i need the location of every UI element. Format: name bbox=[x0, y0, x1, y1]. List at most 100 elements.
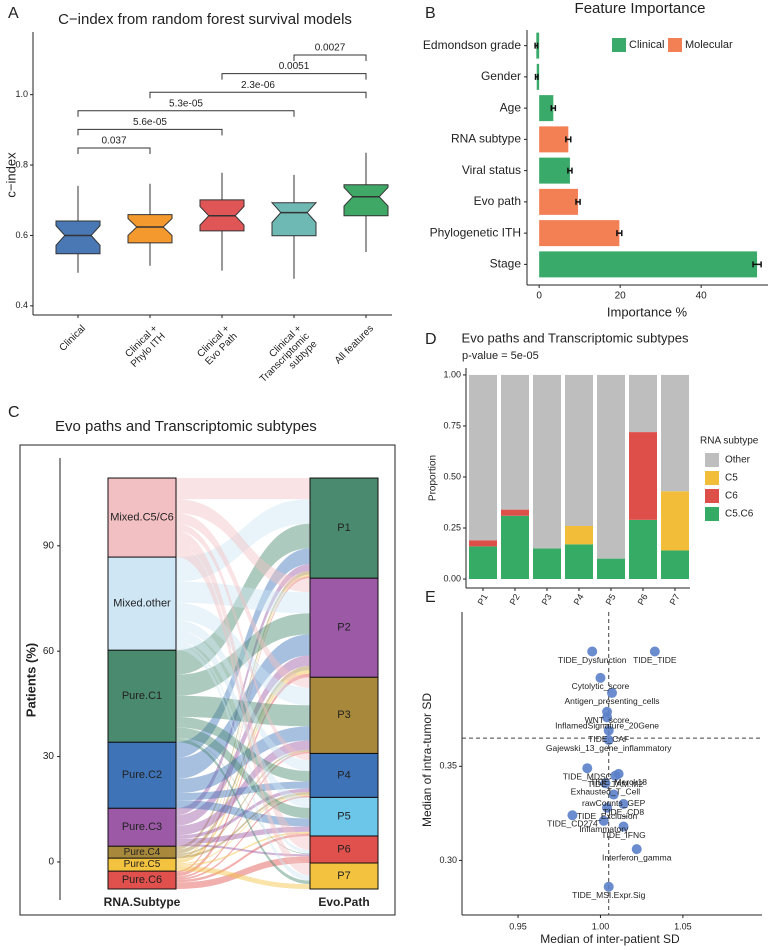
error-bar bbox=[575, 198, 581, 205]
significance-bracket bbox=[293, 54, 367, 61]
legend-swatch bbox=[705, 471, 719, 485]
flow bbox=[176, 794, 310, 865]
point bbox=[610, 770, 621, 781]
x-tick-label: P7 bbox=[668, 592, 682, 607]
point-label: TIDE_TAM.M2 bbox=[588, 779, 644, 789]
flow bbox=[176, 738, 310, 885]
flow bbox=[176, 795, 310, 880]
point-label: TIDE_MSI.Expr.Sig bbox=[572, 890, 645, 900]
flow bbox=[176, 630, 310, 808]
y-tick-label: 0.50 bbox=[443, 471, 461, 481]
bar-segment bbox=[597, 374, 625, 559]
x-tick-label: P5 bbox=[604, 592, 618, 607]
flow bbox=[176, 665, 310, 854]
x-tick-label: Evo.Path bbox=[318, 895, 369, 909]
x-tick-label-group: Clinical bbox=[57, 323, 88, 354]
point bbox=[600, 778, 611, 789]
stratum-label: Mixed.other bbox=[113, 598, 171, 610]
error-bar bbox=[565, 136, 572, 143]
stratum bbox=[107, 741, 177, 809]
point bbox=[603, 734, 614, 745]
significance-bracket bbox=[77, 147, 151, 154]
stratum-label: P1 bbox=[337, 522, 350, 534]
point-label: TIDE_TIDE bbox=[633, 655, 677, 665]
legend-swatch bbox=[705, 453, 719, 467]
point-label: WNT_score bbox=[585, 715, 630, 725]
point-label: TIDE_Dysfunction bbox=[558, 655, 627, 665]
y-axis-label: Patients (%) bbox=[23, 643, 38, 717]
legend-swatch bbox=[668, 38, 682, 52]
stratum bbox=[309, 796, 379, 837]
flow bbox=[176, 634, 310, 780]
stratum-label: P7 bbox=[337, 870, 350, 882]
x-tick-label: Clinical bbox=[57, 323, 88, 354]
stratum-label: Pure.C2 bbox=[122, 769, 162, 781]
p-value-label: 5.3e-05 bbox=[169, 98, 203, 109]
chart-title: C−index from random forest survival mode… bbox=[58, 11, 352, 28]
bar-segment bbox=[469, 540, 497, 547]
bar-segment bbox=[661, 374, 689, 492]
x-tick-label-group: All features bbox=[333, 323, 376, 366]
y-axis-label: Median of intra-tumor SD bbox=[420, 693, 434, 827]
flow bbox=[176, 620, 310, 771]
y-tick-label: 0.4 bbox=[15, 300, 28, 310]
bar-segment bbox=[629, 432, 657, 520]
significance-bracket bbox=[77, 128, 223, 136]
y-tick-label: Gender bbox=[481, 69, 521, 83]
stratum bbox=[309, 477, 379, 579]
flow bbox=[176, 726, 310, 794]
bar-segment bbox=[533, 548, 561, 580]
flow bbox=[176, 826, 310, 845]
x-tick-label: RNA.Subtype bbox=[104, 895, 181, 909]
y-axis-label: Proportion bbox=[428, 455, 439, 501]
legend-label: C6 bbox=[725, 491, 738, 502]
stratum bbox=[309, 577, 379, 678]
x-tick-label: All features bbox=[333, 323, 376, 366]
y-tick-label: 0 bbox=[48, 857, 54, 868]
point bbox=[608, 789, 619, 800]
panel-letter: A bbox=[8, 5, 19, 22]
stratum-label: Pure.C3 bbox=[122, 821, 162, 833]
flow bbox=[176, 499, 310, 582]
x-tick-label: 0.95 bbox=[509, 921, 527, 931]
stratum-label: Pure.C6 bbox=[122, 874, 162, 886]
flow bbox=[176, 740, 310, 836]
point bbox=[618, 821, 629, 832]
box bbox=[271, 201, 317, 237]
bar bbox=[539, 157, 570, 184]
p-value-label: 2.3e-06 bbox=[241, 80, 275, 91]
legend-label: C5.C6 bbox=[725, 509, 754, 520]
y-tick-label: RNA subtype bbox=[451, 132, 521, 146]
bar bbox=[539, 188, 579, 215]
flow bbox=[176, 737, 310, 855]
bar bbox=[539, 251, 758, 278]
bar bbox=[539, 95, 554, 122]
point-label: TIDE_IFNG bbox=[601, 830, 645, 840]
bar-segment bbox=[501, 509, 529, 516]
flow bbox=[176, 571, 310, 850]
x-tick-label: P3 bbox=[540, 592, 554, 607]
flow bbox=[176, 530, 310, 851]
flow bbox=[176, 523, 310, 761]
bar-segment bbox=[597, 558, 625, 580]
x-tick-label: 0 bbox=[536, 291, 542, 302]
significance-bracket bbox=[221, 73, 367, 80]
stratum-label: P5 bbox=[337, 811, 350, 823]
flow bbox=[176, 544, 310, 876]
point-label: Antigen_presenting_cells bbox=[565, 696, 660, 706]
panel-letter: B bbox=[425, 5, 436, 22]
point-label: Gajewski_13_gene_inflammatory bbox=[546, 743, 672, 753]
bar-segment bbox=[501, 515, 529, 580]
flow bbox=[176, 655, 310, 826]
y-tick-label: Viral status bbox=[462, 163, 521, 177]
point-label: Interferon_gamma bbox=[602, 852, 672, 862]
flow bbox=[176, 670, 310, 864]
significance-bracket bbox=[149, 91, 367, 99]
y-axis-label: c−index bbox=[3, 152, 18, 198]
point bbox=[587, 646, 598, 657]
flow bbox=[176, 833, 310, 883]
bar-segment bbox=[661, 550, 689, 580]
stratum-label: Pure.C1 bbox=[122, 690, 162, 702]
x-tick-label: P2 bbox=[508, 592, 522, 607]
